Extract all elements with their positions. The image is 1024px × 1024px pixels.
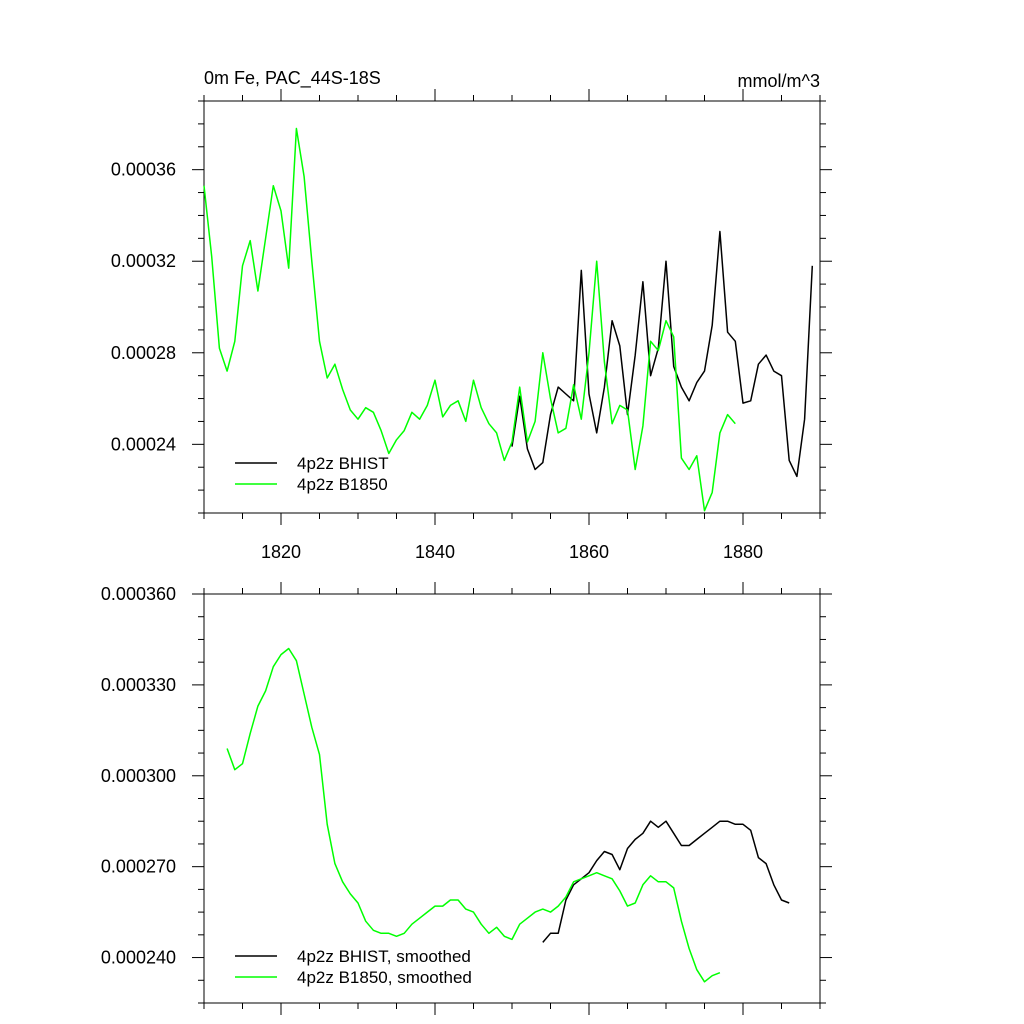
- top-legend: 4p2z BHIST 4p2z B1850: [235, 454, 389, 494]
- y-tick-label: 0.000360: [101, 584, 176, 604]
- series-line-b1850: [226, 647, 721, 983]
- bottom-panel: 0.000240 0.000270 0.000300 0.000330 0.000360…: [101, 582, 832, 1015]
- legend-label: 4p2z B1850: [297, 475, 388, 494]
- legend-label: 4p2z BHIST: [297, 454, 389, 473]
- y-tick-label: 0.00024: [111, 434, 176, 454]
- bottom-series-lines: [226, 647, 790, 983]
- top-tick-labels: 1820 1840 1860 1880 0.00024 0.00028 0.00032 0.0…: [111, 160, 763, 562]
- bottom-tick-labels: 0.000240 0.000270 0.000300 0.000330 0.000360: [101, 584, 176, 968]
- x-tick-label: 1860: [569, 542, 609, 562]
- bottom-legend: 4p2z BHIST, smoothed 4p2z B1850, smoothed: [235, 947, 472, 987]
- y-tick-label: 0.000300: [101, 766, 176, 786]
- y-tick-label: 0.000240: [101, 948, 176, 968]
- y-tick-label: 0.000330: [101, 675, 176, 695]
- y-tick-label: 0.00036: [111, 160, 176, 180]
- top-title-left: 0m Fe, PAC_44S-18S: [204, 68, 381, 89]
- x-tick-label: 1880: [723, 542, 763, 562]
- top-panel: 0m Fe, PAC_44S-18S mmol/m^3 1820 1840 1860…: [111, 68, 832, 562]
- legend-label: 4p2z B1850, smoothed: [297, 968, 472, 987]
- series-line-bhist: [542, 820, 790, 943]
- y-tick-label: 0.00032: [111, 251, 176, 271]
- x-tick-label: 1840: [415, 542, 455, 562]
- legend-label: 4p2z BHIST, smoothed: [297, 947, 471, 966]
- y-tick-label: 0.00028: [111, 343, 176, 363]
- x-tick-label: 1820: [261, 542, 301, 562]
- top-plot-frame: [203, 100, 821, 514]
- series-line-b1850: [203, 127, 736, 512]
- y-tick-label: 0.000270: [101, 857, 176, 877]
- bottom-axis-ticks: [192, 582, 832, 1015]
- series-line-bhist: [511, 230, 814, 478]
- top-units-label: mmol/m^3: [738, 71, 820, 91]
- top-series-lines: [203, 127, 814, 512]
- bottom-plot-frame: [203, 593, 821, 1004]
- top-axis-ticks: [192, 89, 832, 525]
